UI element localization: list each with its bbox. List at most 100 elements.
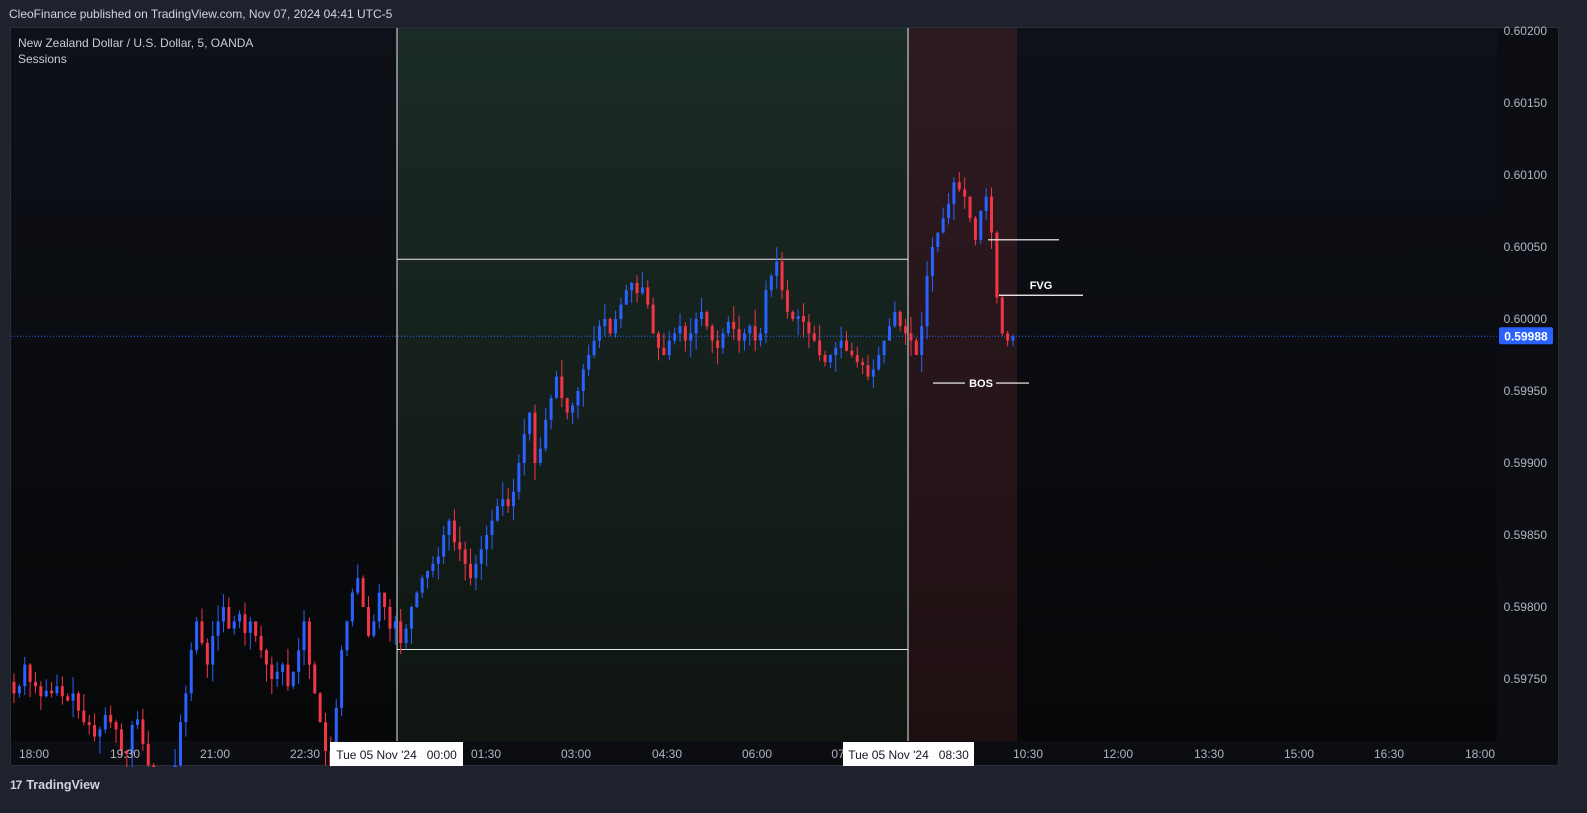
candle-body	[98, 729, 102, 737]
session-red-zone	[908, 28, 1017, 741]
candle-body	[356, 578, 360, 593]
y-tick-label: 0.59800	[1504, 600, 1548, 614]
candle-body	[614, 319, 618, 334]
candle-body	[549, 398, 553, 420]
candle-body	[216, 621, 220, 636]
candle-body	[705, 311, 709, 327]
candle-body	[501, 499, 505, 507]
candle-body	[694, 319, 698, 334]
candle-body	[791, 311, 795, 319]
candle-body	[807, 321, 811, 334]
fvg-label: FVG	[1030, 280, 1053, 292]
candle-body	[984, 196, 988, 211]
candle-body	[39, 686, 43, 697]
candle-body	[517, 463, 521, 492]
y-tick-label: 0.60000	[1504, 312, 1548, 326]
candle-body	[522, 434, 526, 463]
candle-body	[936, 232, 940, 247]
x-tick-label: 12:00	[1103, 747, 1133, 761]
candle-body	[565, 398, 569, 413]
indicator-sessions-label[interactable]: Sessions	[18, 52, 67, 66]
candle-body	[372, 621, 376, 636]
candle-body	[469, 563, 473, 579]
candle-body	[463, 549, 467, 564]
y-tick-label: 0.60050	[1504, 240, 1548, 254]
candle-body	[512, 491, 515, 507]
candle-body	[254, 621, 258, 636]
candle-body	[640, 287, 644, 294]
candle-body	[780, 261, 784, 291]
candle-body	[834, 347, 838, 355]
x-tick-label: 22:30	[290, 747, 320, 761]
tradingview-logo-icon: 17	[10, 778, 22, 792]
candle-body	[426, 571, 430, 579]
candle-body	[17, 686, 21, 694]
candle-body	[82, 710, 86, 723]
candle-body	[485, 535, 489, 550]
candle-body	[737, 329, 741, 341]
candle-body	[404, 628, 408, 643]
candle-body	[947, 203, 951, 219]
candle-body	[651, 304, 655, 334]
candle-body	[1000, 297, 1004, 334]
candle-body	[377, 592, 381, 622]
candle-body	[898, 311, 902, 327]
candle-body	[136, 719, 140, 726]
candle-body	[930, 247, 934, 276]
candle-body	[12, 681, 16, 694]
candle-body	[823, 355, 827, 363]
candle-body	[861, 362, 865, 366]
x-tick-label: 21:00	[200, 747, 230, 761]
candle-body	[281, 664, 285, 672]
candle-body	[732, 321, 736, 330]
candle-body	[587, 355, 591, 370]
candle-body	[689, 333, 693, 341]
candle-body	[957, 182, 961, 190]
candle-body	[345, 621, 349, 651]
candle-body	[103, 715, 107, 730]
candle-body	[259, 635, 263, 651]
candle-body	[683, 326, 687, 341]
candle-body	[673, 333, 677, 341]
symbol-title[interactable]: New Zealand Dollar / U.S. Dollar, 5, OAN…	[18, 36, 254, 50]
x-tick-label: 13:30	[1194, 747, 1224, 761]
candle-body	[71, 693, 75, 701]
candle-body	[297, 650, 301, 672]
candle-body	[506, 499, 510, 507]
candle-body	[442, 535, 446, 557]
candle-body	[302, 621, 306, 651]
y-tick-label: 0.59950	[1504, 384, 1548, 398]
candle-body	[33, 681, 37, 687]
candle-body	[764, 290, 768, 334]
candle-body	[608, 319, 612, 334]
candle-body	[420, 578, 424, 593]
candle-body	[87, 722, 91, 726]
candle-body	[452, 520, 456, 543]
y-tick-label: 0.60200	[1504, 24, 1548, 38]
candle-body	[624, 290, 628, 305]
candle-body	[114, 722, 118, 730]
candle-body	[871, 369, 875, 377]
candle-body	[388, 607, 392, 629]
candle-body	[990, 196, 994, 233]
candle-body	[1006, 333, 1010, 341]
candle-body	[270, 664, 274, 679]
x-tick-label: 06:00	[742, 747, 772, 761]
candle-body	[576, 391, 580, 406]
candle-body	[657, 333, 661, 348]
candle-body	[474, 563, 478, 579]
candle-body	[200, 621, 204, 643]
candle-body	[361, 578, 365, 607]
x-highlight-tag	[330, 742, 463, 766]
y-tick-label: 0.59900	[1504, 456, 1548, 470]
candle-body	[533, 412, 537, 463]
candle-body	[447, 520, 451, 535]
candle-body	[490, 520, 494, 535]
candle-body	[925, 275, 929, 327]
candle-body	[119, 729, 123, 751]
candle-body	[769, 275, 773, 291]
candle-body	[55, 686, 59, 694]
candle-body	[699, 311, 703, 319]
tradingview-brand[interactable]: 17 TradingView	[10, 778, 100, 792]
